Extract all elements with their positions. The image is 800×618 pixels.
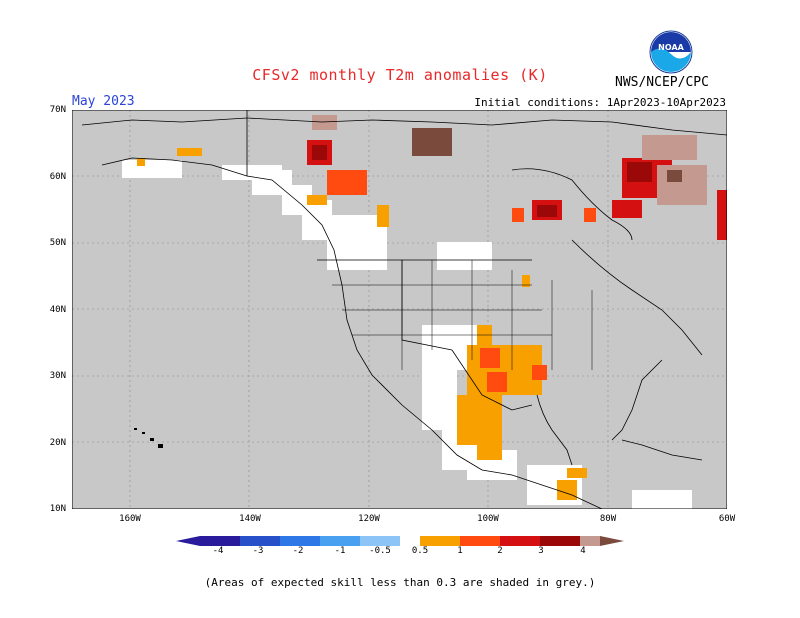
- near-normal-areas: [122, 160, 692, 509]
- colorbar-label: 1: [457, 546, 463, 556]
- forecast-month: May 2023: [72, 94, 135, 109]
- logo-text: NOAA: [658, 43, 684, 52]
- colorbar-bin: [580, 536, 600, 546]
- colorbar-label: 0.5: [411, 546, 429, 556]
- colorbar-label: -0.5: [369, 546, 391, 556]
- warm-anomaly-above-4: [412, 128, 682, 182]
- colorbar-label: -4: [212, 546, 224, 556]
- colorbar-bin: [500, 536, 540, 546]
- colorbar-bin: [280, 536, 320, 546]
- colorbar-label: -1: [334, 546, 346, 556]
- colorbar-bin: [460, 536, 500, 546]
- anomaly-map: [72, 110, 727, 509]
- map-title: CFSv2 monthly T2m anomalies (K): [252, 66, 548, 84]
- colorbar-label: -2: [292, 546, 304, 556]
- colorbar-label: -3: [252, 546, 264, 556]
- skill-footnote: (Areas of expected skill less than 0.3 a…: [204, 576, 596, 589]
- lat-label: 40N: [49, 305, 66, 315]
- colorbar-cap-high: [600, 536, 624, 546]
- colorbar-bin: [240, 536, 280, 546]
- colorbar-cap-low: [176, 536, 200, 546]
- colorbar-bin: [320, 536, 360, 546]
- colorbar-label: 2: [497, 546, 503, 556]
- colorbar-bin: [420, 536, 460, 546]
- agency-label: NWS/NCEP/CPC: [615, 75, 709, 90]
- lon-label: 80W: [599, 514, 617, 524]
- lat-label: 70N: [49, 105, 66, 115]
- colorbar-label: 3: [538, 546, 544, 556]
- warm-anomaly-3-4: [312, 145, 652, 217]
- colorbar-bin: [400, 536, 420, 546]
- lon-label: 160W: [119, 514, 141, 524]
- colorbar-bin: [200, 536, 240, 546]
- initial-conditions: Initial conditions: 1Apr2023-10Apr2023: [474, 96, 726, 109]
- state-borders: [332, 260, 593, 370]
- lon-label: 100W: [477, 514, 499, 524]
- lat-label: 60N: [49, 172, 66, 182]
- colorbar-bin: [540, 536, 580, 546]
- warm-anomaly-1-2: [327, 170, 596, 392]
- lon-label: 140W: [239, 514, 261, 524]
- colorbar-bin: [360, 536, 400, 546]
- lat-label: 20N: [49, 438, 66, 448]
- hawaii-islands: [134, 428, 163, 448]
- noaa-logo: NOAA: [649, 30, 693, 74]
- lat-label: 10N: [49, 504, 66, 514]
- colorbar-label: 4: [580, 546, 586, 556]
- lat-label: 50N: [49, 238, 66, 248]
- colorbar: [176, 536, 624, 546]
- lon-label: 60W: [718, 514, 736, 524]
- lon-label: 120W: [358, 514, 380, 524]
- lat-label: 30N: [49, 371, 66, 381]
